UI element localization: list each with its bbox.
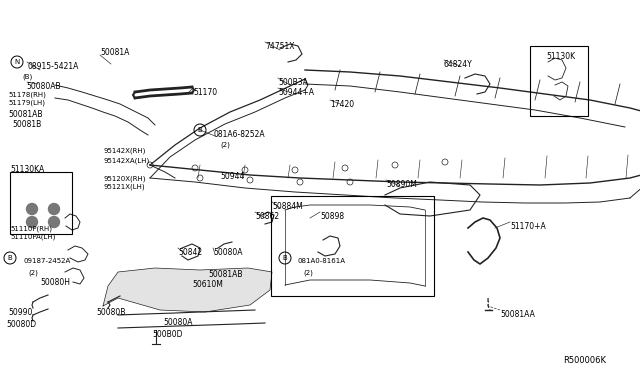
Text: 50081AA: 50081AA <box>500 310 535 319</box>
Text: 51110P(RH): 51110P(RH) <box>10 225 52 231</box>
Text: (2): (2) <box>220 141 230 148</box>
Text: 50080H: 50080H <box>40 278 70 287</box>
Text: 51179(LH): 51179(LH) <box>8 100 45 106</box>
Text: 08915-5421A: 08915-5421A <box>27 62 78 71</box>
Text: 500B3A: 500B3A <box>278 78 308 87</box>
Text: (2): (2) <box>28 269 38 276</box>
Text: 50898: 50898 <box>320 212 344 221</box>
Text: 74751X: 74751X <box>265 42 294 51</box>
Text: 50842: 50842 <box>178 248 202 257</box>
Text: 50081B: 50081B <box>12 120 41 129</box>
Text: 51170+A: 51170+A <box>510 222 546 231</box>
Text: 51130KA: 51130KA <box>10 165 44 174</box>
Text: 50080B: 50080B <box>96 308 125 317</box>
Bar <box>271 196 434 296</box>
Text: B: B <box>283 255 287 261</box>
Text: 081A6-8252A: 081A6-8252A <box>213 130 264 139</box>
Text: (2): (2) <box>303 269 313 276</box>
Bar <box>530 46 588 116</box>
Text: 50862: 50862 <box>255 212 279 221</box>
Text: 50080A: 50080A <box>163 318 193 327</box>
Text: 51110PA(LH): 51110PA(LH) <box>10 234 56 241</box>
Text: 50944+A: 50944+A <box>278 88 314 97</box>
Text: B: B <box>8 255 12 261</box>
Text: 50944: 50944 <box>220 172 244 181</box>
Text: B: B <box>198 127 202 133</box>
Circle shape <box>26 217 38 228</box>
Text: 500B0D: 500B0D <box>152 330 182 339</box>
Text: 50610M: 50610M <box>192 280 223 289</box>
Text: 17420: 17420 <box>330 100 354 109</box>
Text: 51178(RH): 51178(RH) <box>8 92 46 99</box>
Circle shape <box>49 217 60 228</box>
Bar <box>10 172 72 234</box>
Text: 51170: 51170 <box>193 88 217 97</box>
Text: 09187-2452A: 09187-2452A <box>23 258 70 264</box>
Text: 50081A: 50081A <box>100 48 129 57</box>
Text: 50080D: 50080D <box>6 320 36 329</box>
Text: 95121X(LH): 95121X(LH) <box>104 184 146 190</box>
Circle shape <box>26 203 38 215</box>
Text: 95142X(RH): 95142X(RH) <box>104 148 147 154</box>
Text: 50081AB: 50081AB <box>208 270 243 279</box>
Text: 50080A: 50080A <box>213 248 243 257</box>
Text: R500006K: R500006K <box>563 356 606 365</box>
Text: 51130K: 51130K <box>546 52 575 61</box>
Text: 95120X(RH): 95120X(RH) <box>104 175 147 182</box>
Circle shape <box>49 203 60 215</box>
Text: N: N <box>14 59 20 65</box>
Text: (B): (B) <box>22 73 32 80</box>
Text: 95142XA(LH): 95142XA(LH) <box>104 157 150 164</box>
Text: 50081AB: 50081AB <box>8 110 42 119</box>
Text: 081A0-8161A: 081A0-8161A <box>298 258 346 264</box>
Text: 50884M: 50884M <box>272 202 303 211</box>
Text: 64824Y: 64824Y <box>444 60 473 69</box>
Text: 50080AB: 50080AB <box>26 82 61 91</box>
Text: 50890M: 50890M <box>386 180 417 189</box>
Polygon shape <box>103 268 272 312</box>
Text: 50990: 50990 <box>8 308 33 317</box>
